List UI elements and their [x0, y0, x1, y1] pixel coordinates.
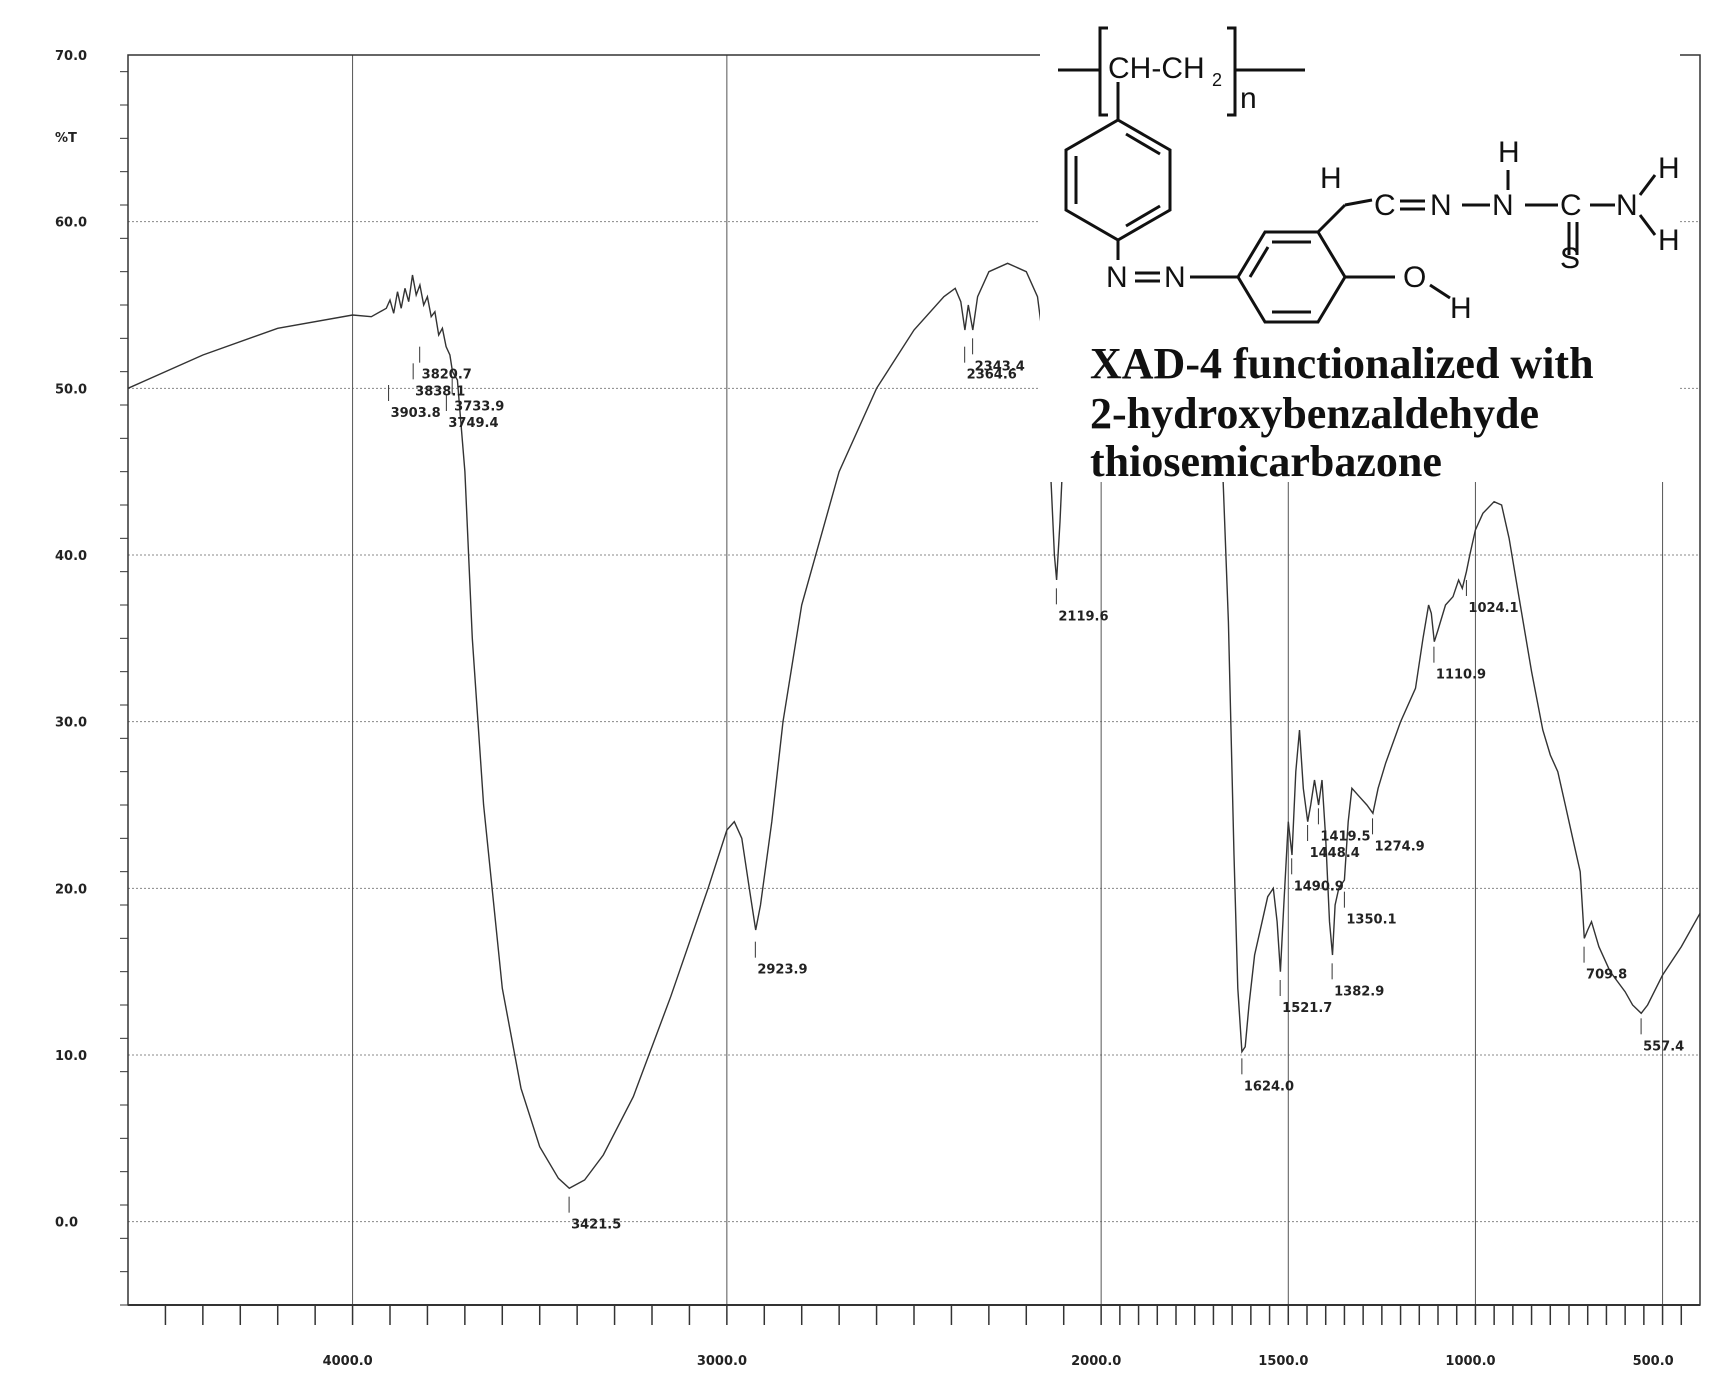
annotation-line-3: thiosemicarbazone [1090, 437, 1442, 486]
peak-label: 1350.1 [1346, 913, 1396, 928]
y-tick-label: 0.0 [55, 1216, 78, 1231]
y-axis-ticks: 70.0 60.0 50.0 40.0 30.0 20.0 10.0 0.0 [55, 49, 128, 1306]
peak-label: 3421.5 [571, 1218, 621, 1233]
y-tick-label: 60.0 [55, 216, 87, 231]
peak-label: 3903.8 [391, 406, 441, 421]
atom-h-hydrazine: H [1498, 136, 1520, 169]
y-tick-label: 20.0 [55, 882, 87, 897]
atom-n-hydrazine: N [1492, 189, 1514, 222]
y-tick-label: 40.0 [55, 549, 87, 564]
atom-c-imine: C [1374, 189, 1396, 222]
peak-label: 3820.7 [422, 368, 472, 383]
structure-panel [1040, 22, 1680, 482]
atom-s: S [1560, 242, 1580, 275]
atom-c-thio: C [1560, 189, 1582, 222]
repeat-n: n [1240, 82, 1257, 115]
atom-n-imine: N [1430, 189, 1452, 222]
x-tick-label: 3000.0 [697, 1354, 747, 1369]
atom-h-amine-2: H [1658, 224, 1680, 257]
chain-subscript: 2 [1212, 70, 1222, 90]
peak-label: 3838.1 [415, 384, 465, 399]
chemical-structure-labels: CH-CH 2 n H C N N H C N H H S O H N N [1106, 52, 1680, 325]
peak-label: 2343.4 [975, 359, 1025, 374]
atom-h-amine-1: H [1658, 152, 1680, 185]
peak-label: 2119.6 [1058, 609, 1108, 624]
x-axis-ticks: 4000.0 3000.0 2000.0 1500.0 1000.0 500.0 [128, 1304, 1700, 1369]
atom-n-azo-1: N [1106, 261, 1128, 294]
y-tick-label: 50.0 [55, 382, 87, 397]
peak-label: 1448.4 [1310, 846, 1360, 861]
peak-label: 1624.0 [1244, 1079, 1294, 1094]
atom-o: O [1403, 261, 1426, 294]
peak-label: 1521.7 [1282, 1001, 1332, 1016]
peak-label: 557.4 [1643, 1039, 1684, 1054]
peak-label: 1110.9 [1436, 668, 1486, 683]
peak-label: 3749.4 [448, 416, 498, 431]
y-tick-label: 70.0 [55, 49, 87, 64]
x-tick-label: 4000.0 [323, 1354, 373, 1369]
x-tick-label: 1000.0 [1445, 1354, 1495, 1369]
peak-label: 1024.1 [1468, 601, 1518, 616]
peak-label: 709.8 [1586, 968, 1627, 983]
atom-n-azo-2: N [1164, 261, 1186, 294]
chemical-structure [1058, 26, 1657, 324]
x-tick-label: 1500.0 [1258, 1354, 1308, 1369]
peak-label: 2364.6 [967, 368, 1017, 383]
atom-h-aldehyde: H [1320, 162, 1342, 195]
annotation-line-2: 2-hydroxybenzaldehyde [1090, 389, 1539, 438]
y-tick-label: 10.0 [55, 1049, 87, 1064]
peak-label: 1382.9 [1334, 984, 1384, 999]
peak-label: 3733.9 [454, 399, 504, 414]
atom-n-amine: N [1616, 189, 1638, 222]
chain-text: CH-CH [1108, 52, 1205, 85]
peak-label: 1419.5 [1320, 829, 1370, 844]
atom-h-hydroxyl: H [1450, 292, 1472, 325]
x-tick-label: 500.0 [1633, 1354, 1674, 1369]
annotation-line-1: XAD-4 functionalized with [1090, 339, 1594, 388]
peak-label: 1274.9 [1375, 839, 1425, 854]
annotation: XAD-4 functionalized with 2-hydroxybenza… [1090, 339, 1594, 486]
y-axis-label: %T [55, 131, 77, 146]
y-tick-label: 30.0 [55, 716, 87, 731]
peak-label: 2923.9 [757, 963, 807, 978]
peak-label: 1490.9 [1294, 879, 1344, 894]
x-tick-label: 2000.0 [1071, 1354, 1121, 1369]
